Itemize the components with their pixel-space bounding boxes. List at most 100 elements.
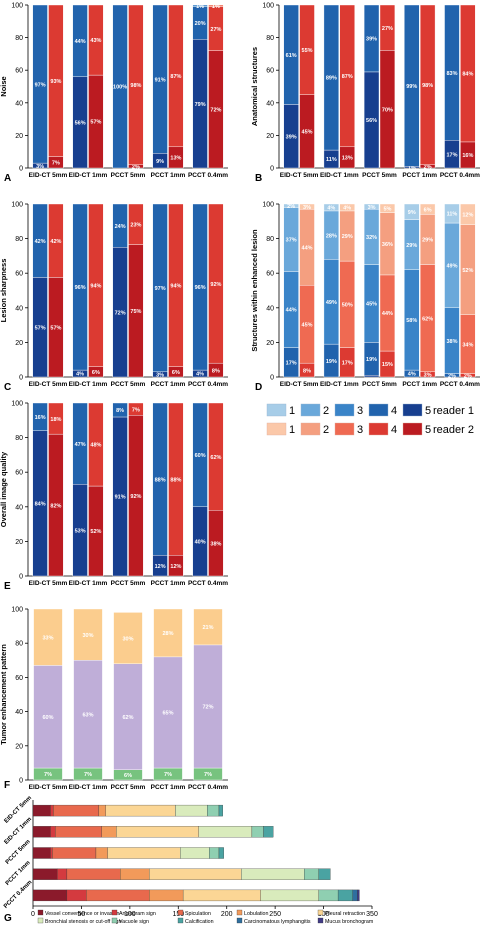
x-tick-label: EID-CT 1mm — [69, 784, 108, 791]
legend-number: 1 — [289, 424, 295, 436]
bar-segment — [363, 4, 380, 73]
bar-segment — [52, 847, 97, 859]
data-label: 88% — [170, 477, 181, 483]
legend-swatch-reader2 — [402, 422, 423, 436]
bar-segment — [128, 203, 144, 245]
bar-segment — [33, 665, 63, 769]
data-label: 55% — [302, 48, 313, 54]
bar-segment — [53, 804, 100, 817]
bar-segment — [318, 868, 331, 880]
x-tick-label: EID-CT 5mm — [29, 172, 68, 179]
bar-segment — [113, 612, 143, 664]
legend-swatch-reader2 — [368, 422, 389, 436]
y-axis-title: Structures within enhanced lesion — [250, 229, 259, 352]
bar-segment — [304, 868, 319, 880]
data-label: 21% — [202, 625, 213, 631]
data-label: 17% — [286, 360, 297, 366]
bar-segment — [192, 4, 208, 7]
panel-letter-d: D — [255, 382, 262, 393]
x-tick-label: EID-CT 1mm — [69, 580, 108, 587]
bar-segment — [323, 203, 339, 212]
data-label: 99% — [406, 84, 417, 90]
data-label: 75% — [130, 309, 141, 315]
data-label: 12% — [155, 564, 166, 570]
bar-segment — [101, 826, 117, 838]
data-label: 28% — [326, 233, 337, 239]
bar-segment — [208, 402, 224, 511]
y-tick-label: 0 — [270, 375, 274, 382]
data-label: 88% — [155, 477, 166, 483]
data-label: 5% — [383, 207, 391, 213]
data-label: 17% — [446, 152, 457, 158]
legend-swatch — [317, 909, 324, 916]
data-label: 20% — [195, 21, 206, 27]
y-tick-label: 80 — [266, 35, 274, 42]
bar-segment — [218, 804, 223, 817]
data-label: 13% — [170, 156, 181, 162]
y-tick-label: 20 — [266, 340, 274, 347]
data-label: 30% — [122, 636, 133, 642]
bar-segment — [182, 889, 261, 902]
data-label: 92% — [210, 282, 221, 288]
legend-label: Lobulation — [244, 911, 269, 917]
data-label: 1% — [196, 4, 204, 10]
data-label: 2% — [424, 165, 432, 171]
data-label: 36% — [382, 242, 393, 248]
data-label: 48% — [90, 443, 101, 449]
bar-segment — [241, 868, 305, 880]
bar-segment — [263, 826, 274, 838]
data-label: 87% — [342, 74, 353, 80]
data-label: 94% — [170, 284, 181, 290]
legend-swatch — [37, 917, 44, 924]
y-tick-label: 60 — [15, 470, 23, 477]
legend-label: Angiogram sign — [119, 911, 156, 917]
data-label: 98% — [422, 83, 433, 89]
data-label: 38% — [446, 339, 457, 345]
data-label: 37% — [286, 238, 297, 244]
x-tick-label: 200 — [221, 911, 233, 918]
y-tick-label: 0 — [270, 166, 274, 173]
x-tick-label: EID-CT 1mm — [320, 172, 359, 179]
legend-number: 2 — [323, 405, 329, 417]
x-tick-label: PCCT 5mm — [362, 381, 397, 388]
data-label: 72% — [202, 705, 213, 711]
bar-segment — [299, 4, 315, 95]
bar-segment — [260, 889, 319, 902]
y-tick-label: 20 — [15, 133, 23, 140]
bar-segment — [192, 402, 208, 508]
panel-f-axes: 0 20 40 60 80 100 Tumor enhancement pattern EID… — [0, 607, 228, 792]
legend-swatch — [177, 917, 184, 924]
y-tick-label: 20 — [15, 539, 23, 546]
bar-segment — [55, 826, 102, 838]
data-label: 42% — [50, 239, 61, 245]
data-label: 84% — [35, 502, 46, 508]
x-tick-label: 350 — [366, 911, 378, 918]
bar-segment — [168, 203, 184, 367]
bar-segment — [207, 804, 220, 817]
data-label: 49% — [326, 300, 337, 306]
panel-d-axes: 0 20 40 60 80 100 Structures within enhanced l… — [250, 202, 480, 389]
y-tick-label: 100 — [262, 3, 274, 10]
data-label: 40% — [195, 540, 206, 546]
data-label: 92% — [130, 494, 141, 500]
data-label: 27% — [210, 27, 221, 33]
bar-segment — [112, 4, 128, 169]
x-tick-label: 300 — [318, 911, 330, 918]
legend-reader1-label: reader 1 — [433, 405, 474, 417]
data-label: 11% — [326, 157, 337, 163]
x-tick-label: PCCT 5mm — [362, 172, 397, 179]
data-label: 43% — [90, 38, 101, 44]
x-tick-label: PCCT 0.4mm — [440, 381, 480, 388]
x-tick-label: 0 — [31, 911, 35, 918]
bar-segment — [168, 402, 184, 556]
y-tick-label: 80 — [15, 236, 23, 243]
bar-segment — [152, 203, 168, 373]
legend-label: Bronchial stenosis or cut-off sign — [45, 919, 122, 925]
x-tick-label: PCCT 0.4mm — [440, 172, 480, 179]
bar-segment — [88, 402, 104, 487]
data-label: 16% — [462, 153, 473, 159]
bar-segment — [72, 203, 88, 371]
bar-segment — [251, 826, 264, 838]
data-label: 83% — [446, 71, 457, 77]
